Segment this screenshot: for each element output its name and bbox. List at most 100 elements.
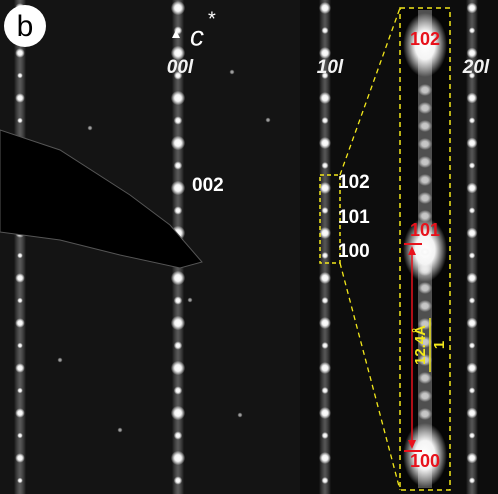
spot	[467, 183, 478, 194]
spot	[322, 252, 329, 259]
spot	[174, 476, 182, 484]
spot	[171, 271, 185, 285]
spot	[469, 342, 475, 348]
spot	[174, 431, 182, 439]
inset-label: 101	[410, 220, 440, 240]
spot	[15, 453, 25, 463]
spot	[469, 252, 475, 258]
spot-label: 101	[338, 207, 370, 228]
spot	[15, 318, 25, 328]
spot	[469, 387, 475, 393]
spot	[171, 91, 185, 105]
spot	[322, 387, 329, 394]
spot	[322, 207, 329, 214]
inset-label: 100	[410, 451, 440, 471]
spot	[174, 116, 182, 124]
spot	[15, 273, 25, 283]
scale-numerator: 1	[431, 341, 448, 349]
inset-label: 102	[410, 29, 440, 49]
spot	[322, 117, 329, 124]
spot	[171, 1, 185, 15]
spot	[319, 137, 331, 149]
spot-label: 002	[192, 175, 224, 196]
spot	[17, 433, 23, 439]
spot	[469, 297, 475, 303]
spot-label: 100	[338, 241, 370, 262]
inset-speckle	[418, 156, 432, 168]
spot	[15, 363, 25, 373]
faint-spot	[58, 358, 63, 363]
spot	[171, 361, 185, 375]
spot	[467, 408, 478, 419]
spot	[171, 451, 185, 465]
inset-speckle	[418, 264, 432, 276]
spot	[319, 362, 331, 374]
inset-speckle	[418, 174, 432, 186]
spot	[467, 273, 478, 284]
spot	[467, 453, 478, 464]
inset-speckle	[418, 282, 432, 294]
spot	[467, 318, 478, 329]
spot	[319, 2, 331, 14]
spot-label: 102	[338, 172, 370, 193]
inset-speckle	[418, 300, 432, 312]
inset-speckle	[418, 138, 432, 150]
spot	[322, 162, 329, 169]
inset-speckle	[418, 408, 432, 420]
inset-speckle	[418, 102, 432, 114]
spot	[17, 478, 23, 484]
spot	[17, 298, 23, 304]
spot	[319, 227, 331, 239]
spot	[467, 363, 478, 374]
spot	[171, 181, 185, 195]
inset-speckle	[418, 120, 432, 132]
column-label: 20l	[462, 57, 490, 78]
spot	[469, 477, 475, 483]
spot	[319, 407, 331, 419]
faint-spot	[118, 428, 123, 433]
spot	[17, 388, 23, 394]
inset-speckle	[418, 192, 432, 204]
spot	[467, 228, 478, 239]
spot	[319, 272, 331, 284]
inset-speckle	[418, 246, 432, 258]
spot	[469, 27, 475, 33]
spot	[174, 341, 182, 349]
spot	[319, 452, 331, 464]
panel-label: b	[17, 10, 34, 43]
spot	[15, 408, 25, 418]
faint-spot	[88, 126, 93, 131]
spot	[469, 162, 475, 168]
spot	[171, 406, 185, 420]
spot	[319, 182, 331, 194]
spot	[17, 73, 23, 79]
spot	[322, 342, 329, 349]
spot	[174, 206, 182, 214]
spot	[467, 138, 478, 149]
inset-speckle	[418, 390, 432, 402]
diffraction-figure: b c * 00l 10l 20l 002 102 101 100 102 10…	[0, 0, 498, 494]
spot	[171, 136, 185, 150]
spot	[467, 3, 478, 14]
column-label: 00l	[167, 57, 194, 78]
spot	[174, 296, 182, 304]
spot	[174, 386, 182, 394]
spot	[467, 93, 478, 104]
spot	[15, 48, 25, 58]
spot	[319, 317, 331, 329]
faint-spot	[238, 413, 243, 418]
spot	[469, 207, 475, 213]
spot	[17, 118, 23, 124]
spot	[17, 253, 23, 259]
spot	[174, 161, 182, 169]
faint-spot	[266, 118, 271, 123]
inset-speckle	[418, 372, 432, 384]
spot	[322, 477, 329, 484]
spot	[319, 92, 331, 104]
spot	[15, 93, 25, 103]
spot	[17, 343, 23, 349]
column-label: 10l	[317, 57, 344, 78]
spot	[469, 432, 475, 438]
inset-speckle	[418, 84, 432, 96]
spot	[171, 316, 185, 330]
